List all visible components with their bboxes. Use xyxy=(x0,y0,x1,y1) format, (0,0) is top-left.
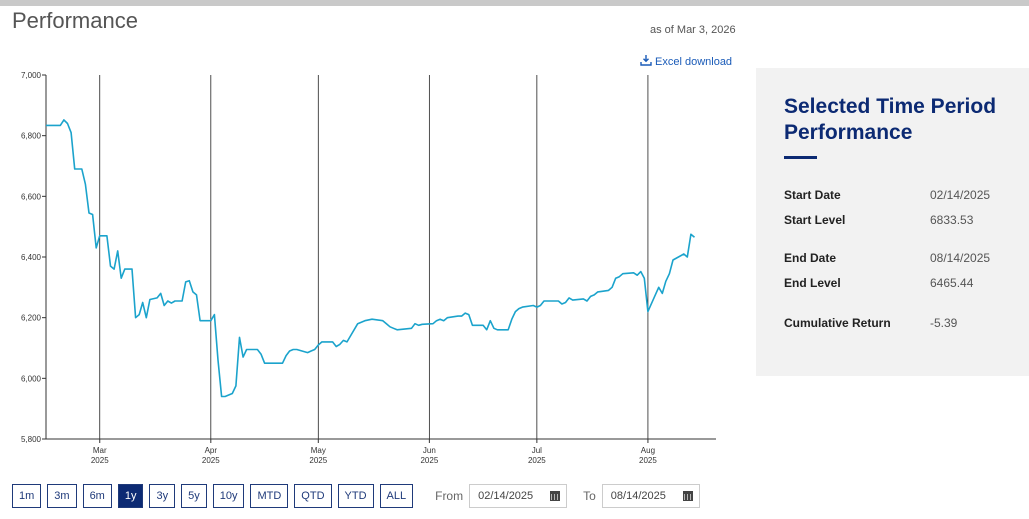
range-button-6m[interactable]: 6m xyxy=(82,484,112,508)
x-tick-month: Aug xyxy=(641,446,655,455)
range-button-ytd[interactable]: YTD xyxy=(337,484,374,508)
end-date-value: 08/14/2025 xyxy=(930,251,991,265)
panel-title: Selected Time Period Performance xyxy=(784,95,997,144)
from-date-field[interactable] xyxy=(469,484,568,508)
range-button-10y[interactable]: 10y xyxy=(212,484,245,508)
to-label: To xyxy=(583,489,596,503)
period-performance-panel: Selected Time Period Performance Start D… xyxy=(756,68,1029,376)
x-tick-month: Apr xyxy=(205,446,218,455)
cumulative-return-label: Cumulative Return xyxy=(784,316,891,330)
x-tick-year: 2025 xyxy=(91,456,109,465)
excel-download-label: Excel download xyxy=(655,56,733,68)
x-tick-month: Jul xyxy=(532,446,542,455)
y-tick-label: 6,200 xyxy=(21,314,42,323)
range-button-3y[interactable]: 3y xyxy=(149,484,176,508)
from-date-input[interactable] xyxy=(478,490,549,502)
start-level-value: 6833.53 xyxy=(930,213,974,227)
range-button-all[interactable]: ALL xyxy=(379,484,414,508)
to-date-input[interactable] xyxy=(610,490,681,502)
chart-gridlines xyxy=(99,75,649,439)
end-date-label: End Date xyxy=(784,251,837,265)
x-tick-year: 2025 xyxy=(528,456,546,465)
end-level-value: 6465.44 xyxy=(930,276,974,290)
y-tick-label: 5,800 xyxy=(21,435,42,444)
y-tick-label: 6,400 xyxy=(21,253,42,262)
y-tick-label: 7,000 xyxy=(21,71,42,80)
page-title: Performance xyxy=(12,8,138,33)
chart-axes xyxy=(45,75,716,440)
x-tick-month: Mar xyxy=(93,446,107,455)
x-axis-ticks: Mar2025Apr2025May2025Jun2025Jul2025Aug20… xyxy=(91,439,657,465)
range-button-group: 1m 3m 6m 1y 3y 5y 10y MTD QTD YTD ALL xyxy=(12,484,419,508)
series-line[interactable] xyxy=(46,119,696,398)
range-button-mtd[interactable]: MTD xyxy=(250,484,289,508)
x-tick-year: 2025 xyxy=(639,456,657,465)
excel-download-link[interactable]: Excel download xyxy=(640,55,732,68)
x-tick-year: 2025 xyxy=(309,456,327,465)
x-tick-month: Jun xyxy=(423,446,436,455)
calendar-icon[interactable] xyxy=(682,491,693,501)
download-icon xyxy=(640,55,652,66)
x-tick-month: May xyxy=(311,446,326,455)
y-axis-ticks: 7,000 6,800 6,600 6,400 6,200 6,000 5,800 xyxy=(21,71,46,444)
x-tick-year: 2025 xyxy=(420,456,438,465)
range-button-qtd[interactable]: QTD xyxy=(294,484,332,508)
range-button-1y[interactable]: 1y xyxy=(117,484,144,508)
top-bar xyxy=(0,0,1029,6)
range-button-5y[interactable]: 5y xyxy=(181,484,207,508)
cumulative-return-value: -5.39 xyxy=(930,316,958,330)
y-tick-label: 6,000 xyxy=(21,374,42,383)
y-tick-label: 6,800 xyxy=(21,132,42,141)
chart-series xyxy=(46,119,696,398)
start-level-label: Start Level xyxy=(784,213,846,227)
y-tick-label: 6,600 xyxy=(21,192,42,201)
start-date-value: 02/14/2025 xyxy=(930,188,991,202)
calendar-icon[interactable] xyxy=(550,491,561,501)
to-date-field[interactable] xyxy=(601,484,700,508)
x-tick-year: 2025 xyxy=(202,456,220,465)
from-label: From xyxy=(435,489,464,503)
as-of-date: as of Mar 3, 2026 xyxy=(650,24,736,36)
range-button-3m[interactable]: 3m xyxy=(47,484,77,508)
end-level-label: End Level xyxy=(784,276,841,290)
start-date-label: Start Date xyxy=(784,188,841,202)
range-button-1m[interactable]: 1m xyxy=(12,484,42,508)
title-underline xyxy=(784,156,817,159)
